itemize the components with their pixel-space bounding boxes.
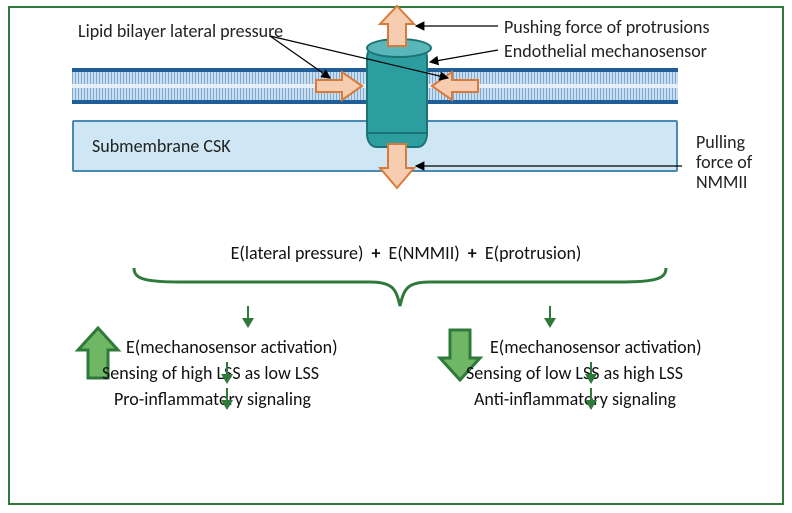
left-activation: E(mechanosensor activation) xyxy=(70,336,410,358)
eq-term2: E(NMMII) xyxy=(389,242,460,264)
eq-term3: E(protrusion) xyxy=(485,242,582,264)
energy-equation: E(lateral pressure) + E(NMMII) + E(protr… xyxy=(10,242,792,264)
label-pulling-l3: NMMII xyxy=(696,171,747,193)
eq-term1: E(lateral pressure) xyxy=(231,242,364,264)
label-lipid-pressure: Lipid bilayer lateral pressure xyxy=(78,20,283,42)
diagram-frame: Submembrane CSK Lipid bilayer latera xyxy=(8,6,784,505)
label-sensor: Endothelial mechanosensor xyxy=(504,40,707,62)
left-outcome: Pro-inflammatory signaling xyxy=(70,388,410,410)
left-outcome-flow: E(mechanosensor activation) Sensing of h… xyxy=(70,336,410,414)
label-pulling-l2: force of xyxy=(696,151,752,173)
curly-brace-icon xyxy=(130,266,670,322)
right-sensing: Sensing of low LSS as high LSS xyxy=(434,362,774,384)
right-activation: E(mechanosensor activation) xyxy=(434,336,774,358)
label-pushing: Pushing force of protrusions xyxy=(504,16,710,38)
right-outcome: Anti-inflammatory signaling xyxy=(434,388,774,410)
label-pulling-l1: Pulling xyxy=(696,131,745,153)
eq-plus2: + xyxy=(464,242,481,264)
right-outcome-flow: E(mechanosensor activation) Sensing of l… xyxy=(434,336,774,414)
left-sensing: Sensing of high LSS as low LSS xyxy=(70,362,410,384)
eq-plus1: + xyxy=(367,242,384,264)
label-pulling: Pulling force of NMMII xyxy=(696,132,776,192)
